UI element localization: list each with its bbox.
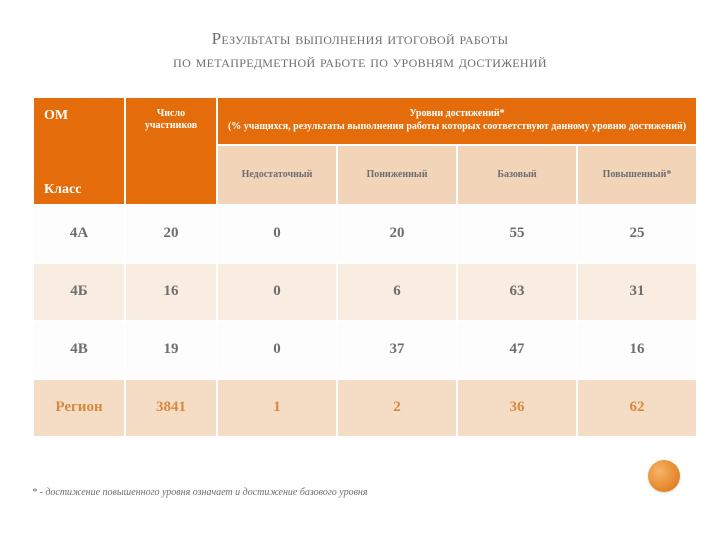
header-om-label: ОМ [38, 108, 120, 124]
table-row: 4Б 16 0 6 63 31 [34, 264, 696, 320]
title-line-1: Результаты выполнения итоговой работы [212, 29, 509, 48]
header-insufficient: Недостаточный [218, 146, 336, 204]
header-levels-title: Уровни достижений* [409, 108, 504, 119]
cell-participants: 20 [126, 206, 216, 262]
decorative-circle-icon [648, 460, 680, 492]
table-row: 4А 20 0 20 55 25 [34, 206, 696, 262]
cell-low: 37 [338, 322, 456, 378]
cell-high: 31 [578, 264, 696, 320]
table-row-region: Регион 3841 1 2 36 62 [34, 380, 696, 436]
header-high: Повышенный* [578, 146, 696, 204]
header-base: Базовый [458, 146, 576, 204]
cell-base: 55 [458, 206, 576, 262]
table-row: 4В 19 0 37 47 16 [34, 322, 696, 378]
header-class-label: Класс [38, 182, 120, 198]
footnote: * - достижение повышенного уровня означа… [32, 487, 368, 498]
header-levels-sub: (% учащихся, результаты выполнения работ… [228, 121, 686, 132]
cell-insufficient: 1 [218, 380, 336, 436]
cell-low: 2 [338, 380, 456, 436]
cell-class: 4Б [34, 264, 124, 320]
cell-base: 47 [458, 322, 576, 378]
cell-low: 20 [338, 206, 456, 262]
header-low: Пониженный [338, 146, 456, 204]
cell-insufficient: 0 [218, 264, 336, 320]
cell-insufficient: 0 [218, 206, 336, 262]
cell-high: 25 [578, 206, 696, 262]
cell-low: 6 [338, 264, 456, 320]
slide: Результаты выполнения итоговой работы по… [0, 0, 720, 540]
cell-class: Регион [34, 380, 124, 436]
title-line-2: по метапредметной работе по уровням дост… [32, 51, 688, 74]
cell-participants: 3841 [126, 380, 216, 436]
cell-high: 62 [578, 380, 696, 436]
cell-class: 4В [34, 322, 124, 378]
results-table: ОМ Класс Число участников Уровни достиже… [32, 96, 698, 438]
header-participants: Число участников [126, 98, 216, 204]
header-class: ОМ Класс [34, 98, 124, 204]
cell-insufficient: 0 [218, 322, 336, 378]
cell-base: 63 [458, 264, 576, 320]
cell-class: 4А [34, 206, 124, 262]
cell-high: 16 [578, 322, 696, 378]
cell-participants: 16 [126, 264, 216, 320]
cell-participants: 19 [126, 322, 216, 378]
cell-base: 36 [458, 380, 576, 436]
slide-title: Результаты выполнения итоговой работы по… [32, 28, 688, 74]
header-levels: Уровни достижений* (% учащихся, результа… [218, 98, 696, 144]
